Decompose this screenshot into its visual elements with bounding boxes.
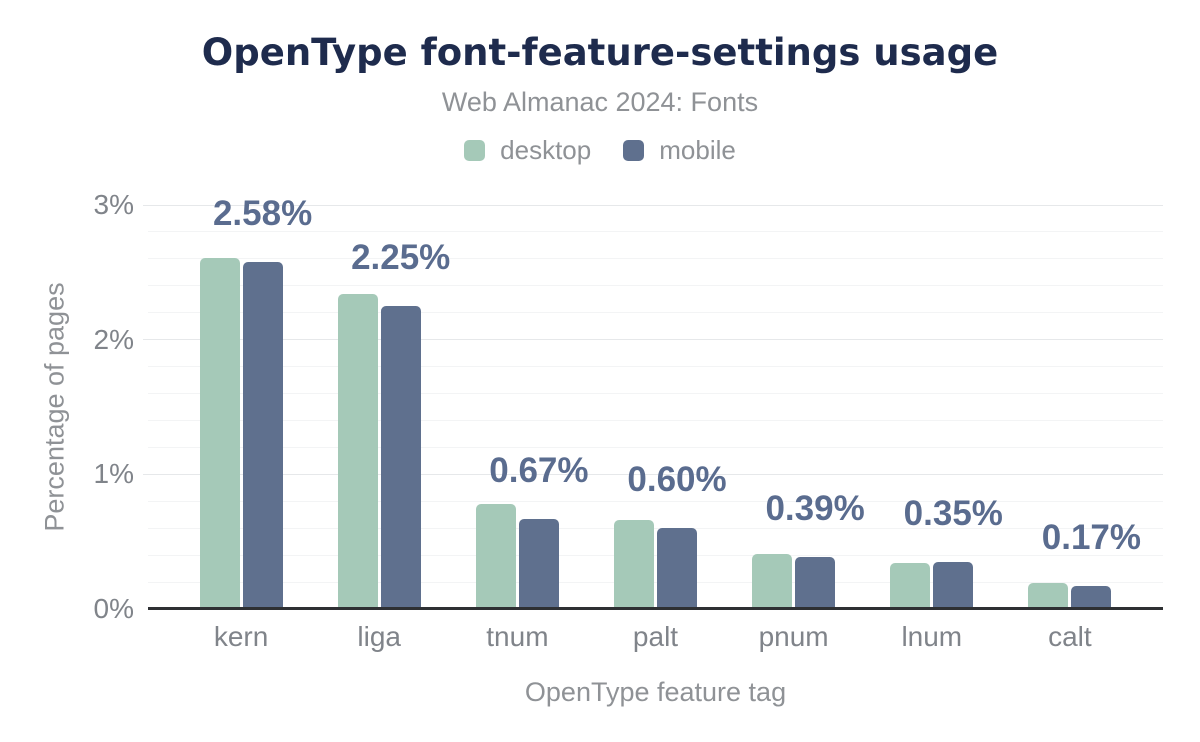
data-label-palt: 0.60% — [627, 460, 727, 500]
gridline — [148, 554, 1163, 556]
y-tick-label: 2% — [93, 323, 134, 355]
bar-mobile-calt — [1071, 586, 1112, 609]
bar-mobile-liga — [380, 306, 421, 609]
data-label-tnum: 0.67% — [489, 450, 589, 490]
x-tick-label-tnum: tnum — [486, 621, 549, 652]
gridline — [148, 393, 1163, 394]
bar-desktop-tnum — [475, 504, 516, 609]
x-axis-baseline — [148, 607, 1163, 610]
bar-mobile-kern — [242, 261, 283, 609]
y-tick-label: 1% — [93, 458, 134, 490]
gridline — [143, 473, 1163, 475]
bar-desktop-lnum — [890, 563, 931, 609]
gridline — [143, 204, 1163, 206]
x-tick-label-calt: calt — [1048, 621, 1092, 652]
chart-subtitle: Web Almanac 2024: Fonts — [441, 87, 759, 117]
x-tick-label-pnum: pnum — [758, 621, 829, 652]
x-tick-label-lnum: lnum — [901, 621, 963, 652]
plot-area: 0% 1% 2% 3% 2.58% 2.25% 0.67% 0.60% 0.39% 0.35% 0… — [94, 190, 1163, 652]
bar-mobile-palt — [657, 528, 697, 609]
legend-item-desktop[interactable]: desktop — [464, 135, 591, 166]
gridline — [148, 420, 1163, 421]
desktop-swatch-icon — [464, 140, 486, 161]
bar-desktop-palt — [614, 520, 654, 609]
mobile-swatch-icon — [623, 140, 645, 161]
bar-desktop-kern — [199, 257, 240, 609]
bar-desktop-calt — [1028, 583, 1069, 609]
gridline — [148, 581, 1163, 583]
gridline — [148, 500, 1163, 502]
gridline — [148, 527, 1163, 529]
x-tick-label-liga: liga — [357, 621, 401, 652]
bar-mobile-pnum — [795, 556, 836, 609]
gridline — [148, 312, 1163, 314]
legend-label-mobile: mobile — [659, 135, 736, 165]
data-label-pnum: 0.39% — [765, 488, 865, 528]
gridline — [148, 231, 1163, 233]
legend-item-mobile[interactable]: mobile — [623, 135, 736, 166]
y-tick-label: 0% — [93, 593, 134, 624]
data-label-liga: 2.25% — [351, 238, 451, 277]
bar-desktop-liga — [337, 293, 378, 609]
legend-label-desktop: desktop — [500, 135, 592, 165]
gridline — [148, 258, 1163, 260]
y-axis-title: Percentage of pages — [39, 282, 70, 532]
legend: desktop mobile — [0, 135, 1200, 166]
bar-mobile-lnum — [933, 561, 974, 609]
data-label-calt: 0.17% — [1041, 518, 1142, 558]
bar-desktop-pnum — [752, 553, 793, 609]
chart-title: OpenType font-feature-settings usage — [201, 31, 999, 74]
x-axis-title: OpenType feature tag — [524, 677, 787, 707]
gridline — [148, 366, 1163, 368]
gridline — [143, 339, 1163, 341]
gridline — [148, 446, 1163, 448]
x-tick-label-kern: kern — [213, 621, 269, 652]
y-tick-label: 3% — [93, 189, 134, 220]
data-label-kern: 2.58% — [212, 193, 313, 233]
bar-mobile-tnum — [518, 518, 559, 609]
data-label-lnum: 0.35% — [903, 493, 1003, 533]
x-tick-label-palt: palt — [632, 621, 679, 652]
gridline — [148, 285, 1163, 287]
